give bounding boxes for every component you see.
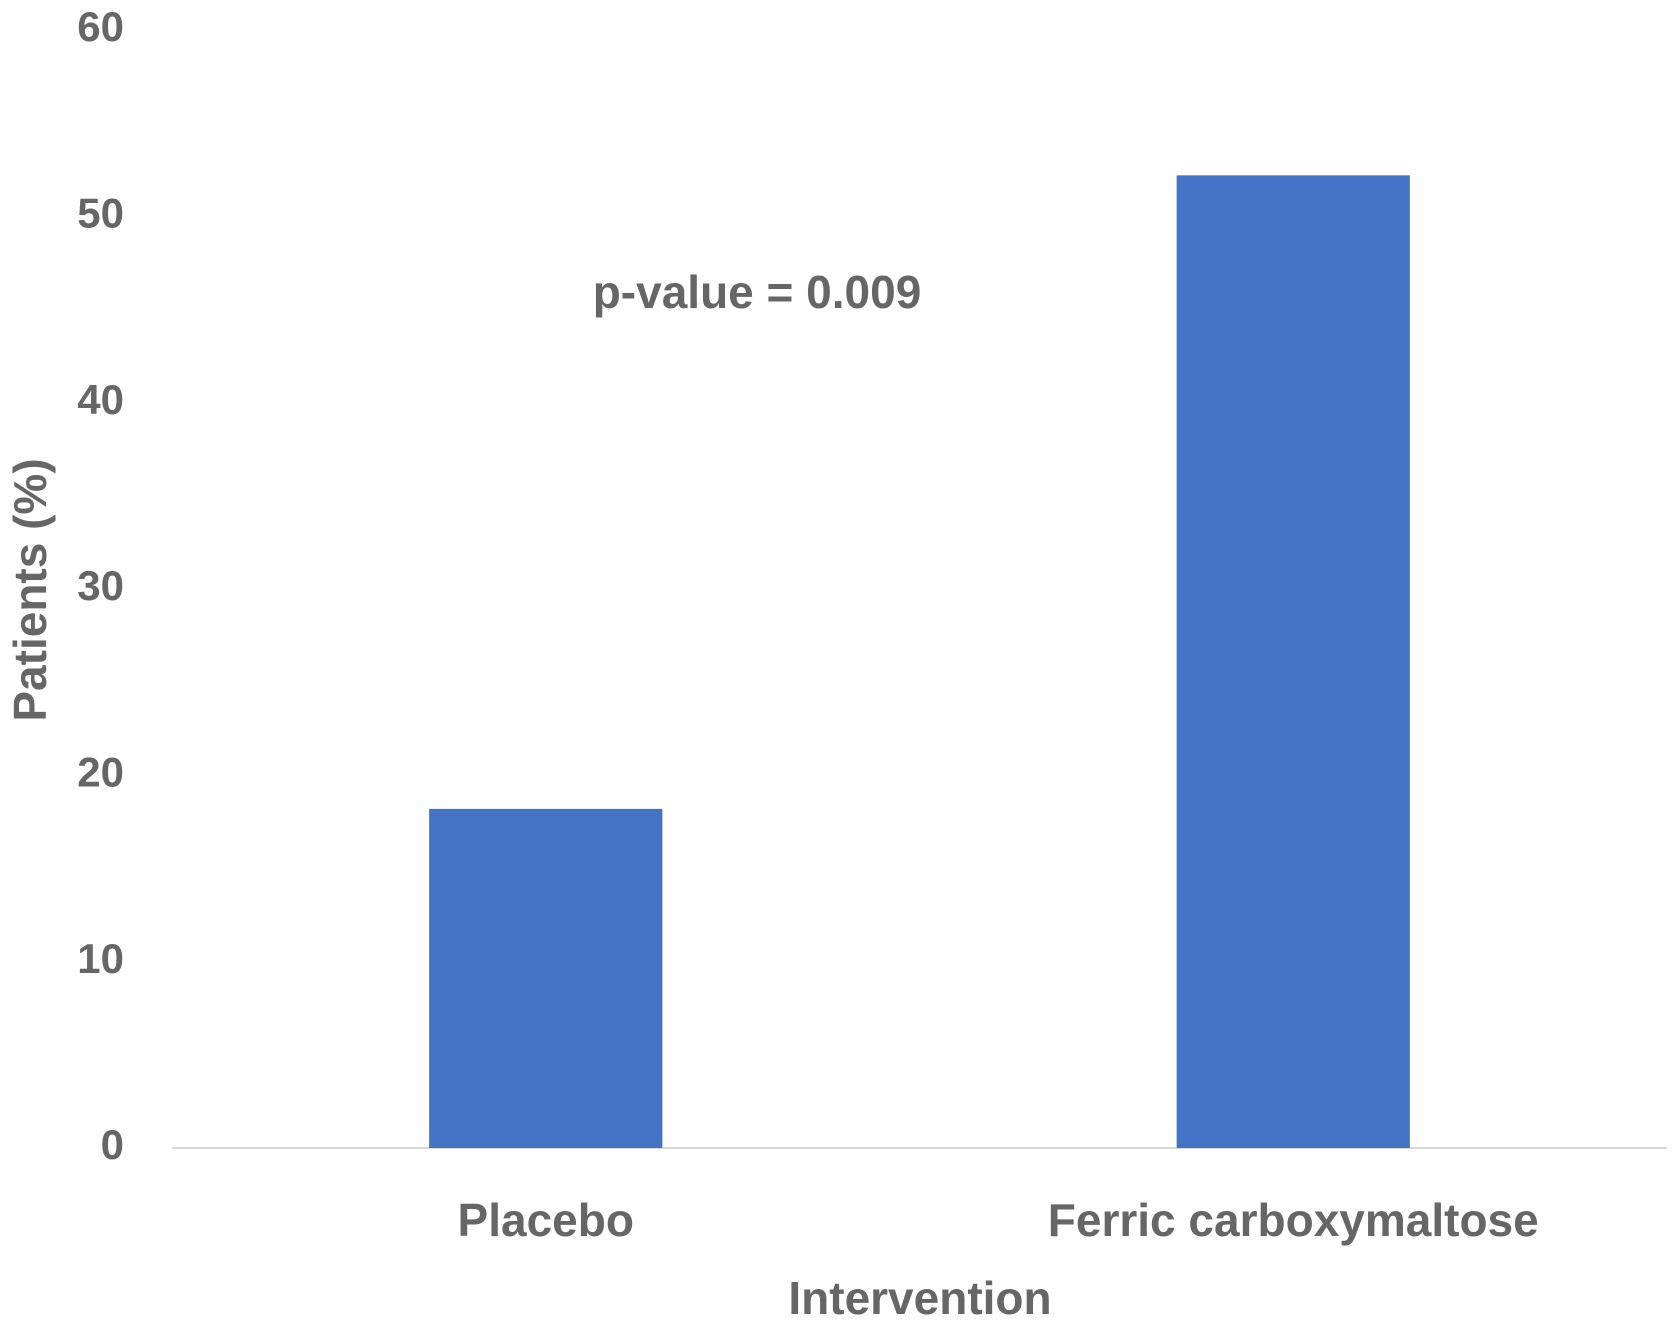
- bar: [429, 808, 663, 1148]
- x-tick-label: Ferric carboxymaltose: [1048, 1194, 1539, 1246]
- y-tick-label: 40: [77, 376, 124, 423]
- y-tick-label: 30: [77, 562, 124, 609]
- annotation: p-value = 0.009: [593, 266, 922, 318]
- bar: [1176, 175, 1410, 1149]
- y-tick-label: 0: [101, 1121, 124, 1168]
- y-tick-label: 10: [77, 935, 124, 982]
- x-axis-title: Intervention: [788, 1272, 1051, 1324]
- y-tick-label: 20: [77, 748, 124, 795]
- y-tick-label: 50: [77, 189, 124, 236]
- y-axis-title: Patients (%): [4, 458, 56, 721]
- y-tick-label: 60: [77, 3, 124, 50]
- x-tick-label: Placebo: [458, 1194, 634, 1246]
